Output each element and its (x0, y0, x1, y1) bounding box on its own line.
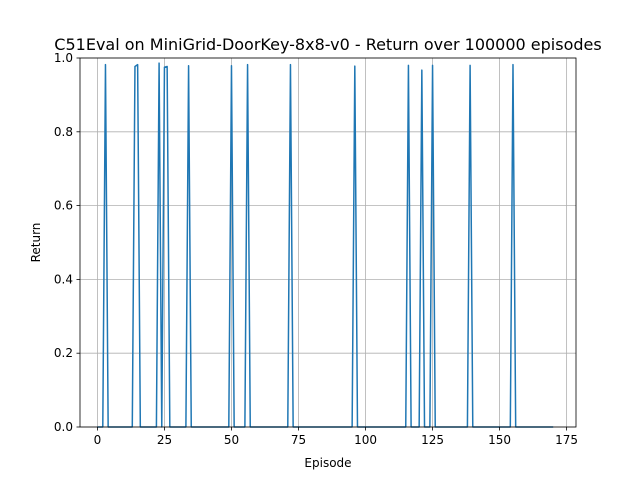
chart-title: C51Eval on MiniGrid-DoorKey-8x8-v0 - Ret… (54, 35, 601, 54)
x-tick-label: 125 (421, 433, 444, 447)
y-axis-label: Return (29, 223, 43, 263)
y-tick-label: 0.0 (54, 420, 73, 434)
y-tick-label: 1.0 (54, 51, 73, 65)
x-tick-label: 150 (488, 433, 511, 447)
x-tick-label: 75 (291, 433, 306, 447)
x-tick-label: 25 (157, 433, 172, 447)
ticks-layer: 0 25 50 75 100 125 150 175 0.0 0.2 0.4 0.6 0.8 1.0 (54, 51, 578, 447)
x-axis-label: Episode (304, 456, 351, 470)
y-tick-label: 0.2 (54, 346, 73, 360)
y-tick-label: 0.6 (54, 199, 73, 213)
x-tick-label: 0 (94, 433, 102, 447)
y-tick-label: 0.8 (54, 125, 73, 139)
x-tick-label: 50 (224, 433, 239, 447)
y-tick-label: 0.4 (54, 272, 73, 286)
plot-frame (79, 57, 577, 428)
x-tick-label: 100 (354, 433, 377, 447)
x-tick-label: 175 (555, 433, 578, 447)
